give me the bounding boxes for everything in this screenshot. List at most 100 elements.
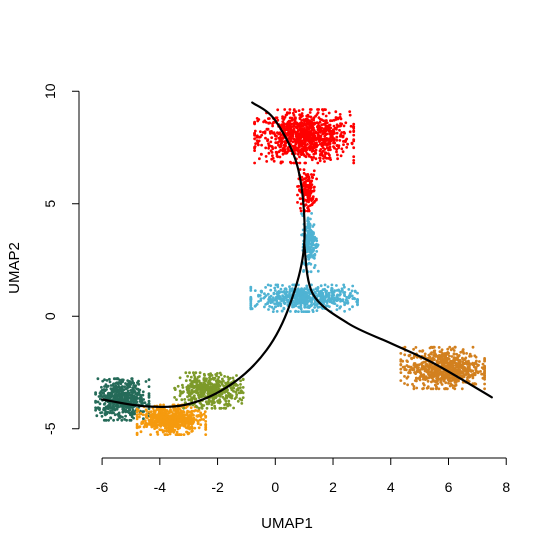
data-point [115,396,118,400]
data-point [271,154,274,158]
data-point [333,146,336,150]
data-point [213,401,216,404]
data-point [159,424,162,428]
data-point [261,131,265,134]
data-point [426,379,430,383]
data-point [121,407,125,410]
data-point [319,136,322,140]
data-point [292,109,296,112]
data-point [335,131,339,135]
data-point [201,404,204,408]
data-point [180,398,184,402]
data-point [140,421,144,424]
data-point [458,374,462,378]
data-point [314,246,318,250]
data-point [168,432,172,436]
data-point [190,389,194,392]
data-point [328,145,332,149]
data-point [151,417,155,420]
data-point [429,352,433,356]
data-point [304,136,308,140]
x-tick-label: 8 [502,479,510,495]
data-point [165,429,169,433]
data-point [453,345,457,349]
data-point [352,138,356,142]
data-point [239,379,243,383]
data-point [202,392,206,396]
data-point [273,302,276,306]
data-point [94,399,97,403]
data-point [353,297,357,301]
data-point [310,212,313,215]
data-point [271,124,274,128]
data-point [94,408,97,412]
data-point [253,146,256,150]
data-point [204,427,208,431]
data-point [406,365,410,368]
data-point [276,304,280,308]
x-tick-label: 2 [329,479,337,495]
data-point [324,119,328,123]
data-point [426,385,430,389]
data-point [438,360,441,364]
data-point [121,398,125,402]
data-point [444,381,448,385]
data-point [300,112,304,115]
data-point [278,155,282,159]
data-point [305,248,309,252]
data-point [478,360,481,363]
data-point [412,385,416,388]
data-point [328,129,331,132]
data-point [281,149,285,153]
data-point [335,150,338,154]
data-point [311,288,315,292]
data-point [433,383,437,387]
data-point [307,257,311,261]
data-point [156,423,159,427]
data-point [315,130,318,134]
data-point [121,385,124,388]
data-point [455,378,459,381]
data-point [143,419,147,422]
data-point [226,375,230,379]
data-point [339,154,343,158]
data-point [467,361,470,365]
data-point [177,423,181,427]
data-point [303,305,307,309]
data-point [173,396,177,399]
data-point [298,297,302,301]
data-point [431,387,435,391]
data-point [174,433,178,436]
data-point [194,409,198,412]
data-point [190,427,194,430]
data-point [410,356,413,360]
data-point [249,304,253,307]
data-point [204,415,208,419]
data-point [159,403,162,407]
data-point [473,354,477,358]
data-point [241,386,245,389]
data-point [328,123,332,127]
data-point [303,301,307,305]
data-point [474,366,478,370]
data-point [271,310,275,313]
data-point [346,142,349,146]
data-point [105,411,109,415]
data-point [112,418,115,422]
data-point [205,384,209,388]
data-point [440,348,444,352]
data-point [313,122,317,125]
data-point [186,374,190,378]
data-point [147,407,151,410]
data-point [227,391,230,395]
data-point [347,288,351,291]
data-point [109,393,113,397]
data-point [149,433,153,436]
data-point [134,384,138,387]
data-point [213,395,216,399]
data-point [469,370,473,373]
data-point [339,133,343,136]
data-point [437,387,441,391]
data-point [447,377,451,381]
data-point [145,414,148,418]
